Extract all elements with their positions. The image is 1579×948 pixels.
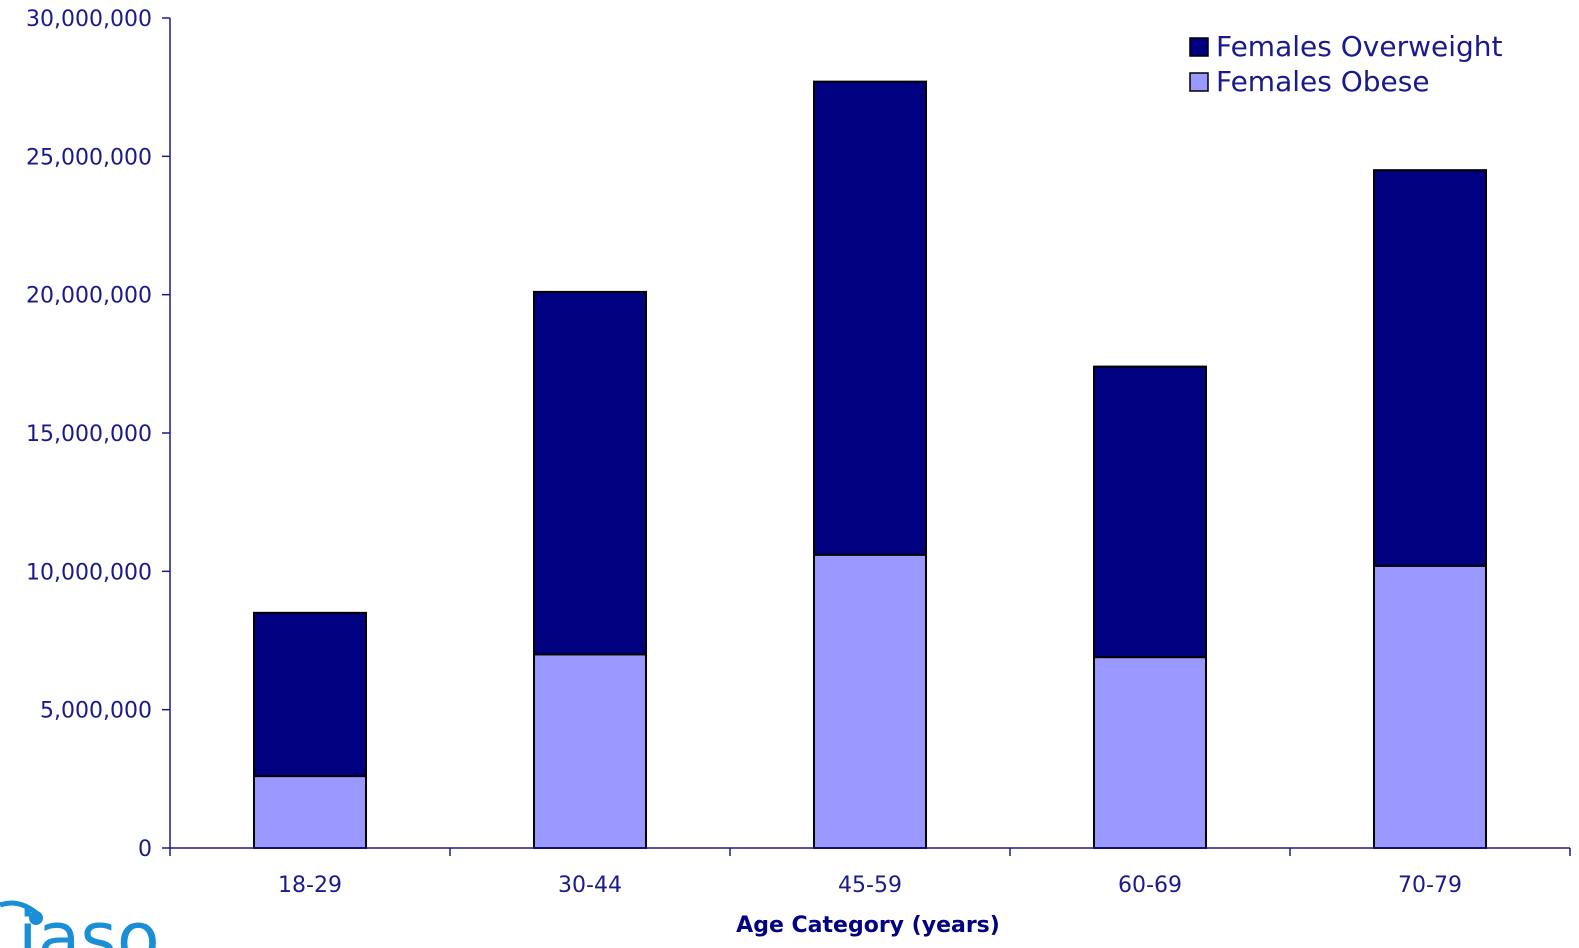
x-tick-label: 18-29 bbox=[278, 873, 342, 898]
x-tick-label: 60-69 bbox=[1118, 873, 1182, 898]
bar-overweight-70-79 bbox=[1373, 169, 1487, 567]
bar-obese-18-29 bbox=[253, 775, 367, 849]
x-tick-label: 70-79 bbox=[1398, 873, 1462, 898]
bar-obese-60-69 bbox=[1093, 656, 1207, 849]
y-tick-label: 25,000,000 bbox=[26, 145, 152, 170]
bar-overweight-18-29 bbox=[253, 611, 367, 778]
y-tick-label: 30,000,000 bbox=[26, 7, 152, 32]
x-tick-label: 30-44 bbox=[558, 873, 622, 898]
y-tick-label: 10,000,000 bbox=[26, 560, 152, 585]
bar-obese-70-79 bbox=[1373, 564, 1487, 849]
svg-text:iaso: iaso bbox=[18, 897, 160, 948]
iaso-logo: iaso bbox=[0, 897, 160, 948]
y-tick-label: 20,000,000 bbox=[26, 284, 152, 309]
bar-obese-30-44 bbox=[533, 653, 647, 849]
x-tick-label: 45-59 bbox=[838, 873, 902, 898]
axes-group: 0 5,000,000 10,000,000 15,000,000 20,000,000… bbox=[26, 7, 1571, 898]
y-tick-label: 5,000,000 bbox=[40, 699, 152, 724]
y-tick-label: 0 bbox=[138, 837, 152, 862]
bar-obese-45-59 bbox=[813, 553, 927, 849]
legend-swatch bbox=[1189, 37, 1209, 57]
bar-overweight-45-59 bbox=[813, 80, 927, 556]
legend-swatch bbox=[1189, 72, 1209, 92]
bar-overweight-60-69 bbox=[1093, 365, 1207, 659]
y-tick-label: 15,000,000 bbox=[26, 422, 152, 447]
x-axis-label: Age Category (years) bbox=[736, 913, 1000, 938]
bars-group bbox=[253, 80, 1487, 849]
legend-label: Females Overweight bbox=[1216, 30, 1503, 63]
bar-overweight-30-44 bbox=[533, 290, 647, 656]
legend-label: Females Obese bbox=[1216, 65, 1430, 98]
